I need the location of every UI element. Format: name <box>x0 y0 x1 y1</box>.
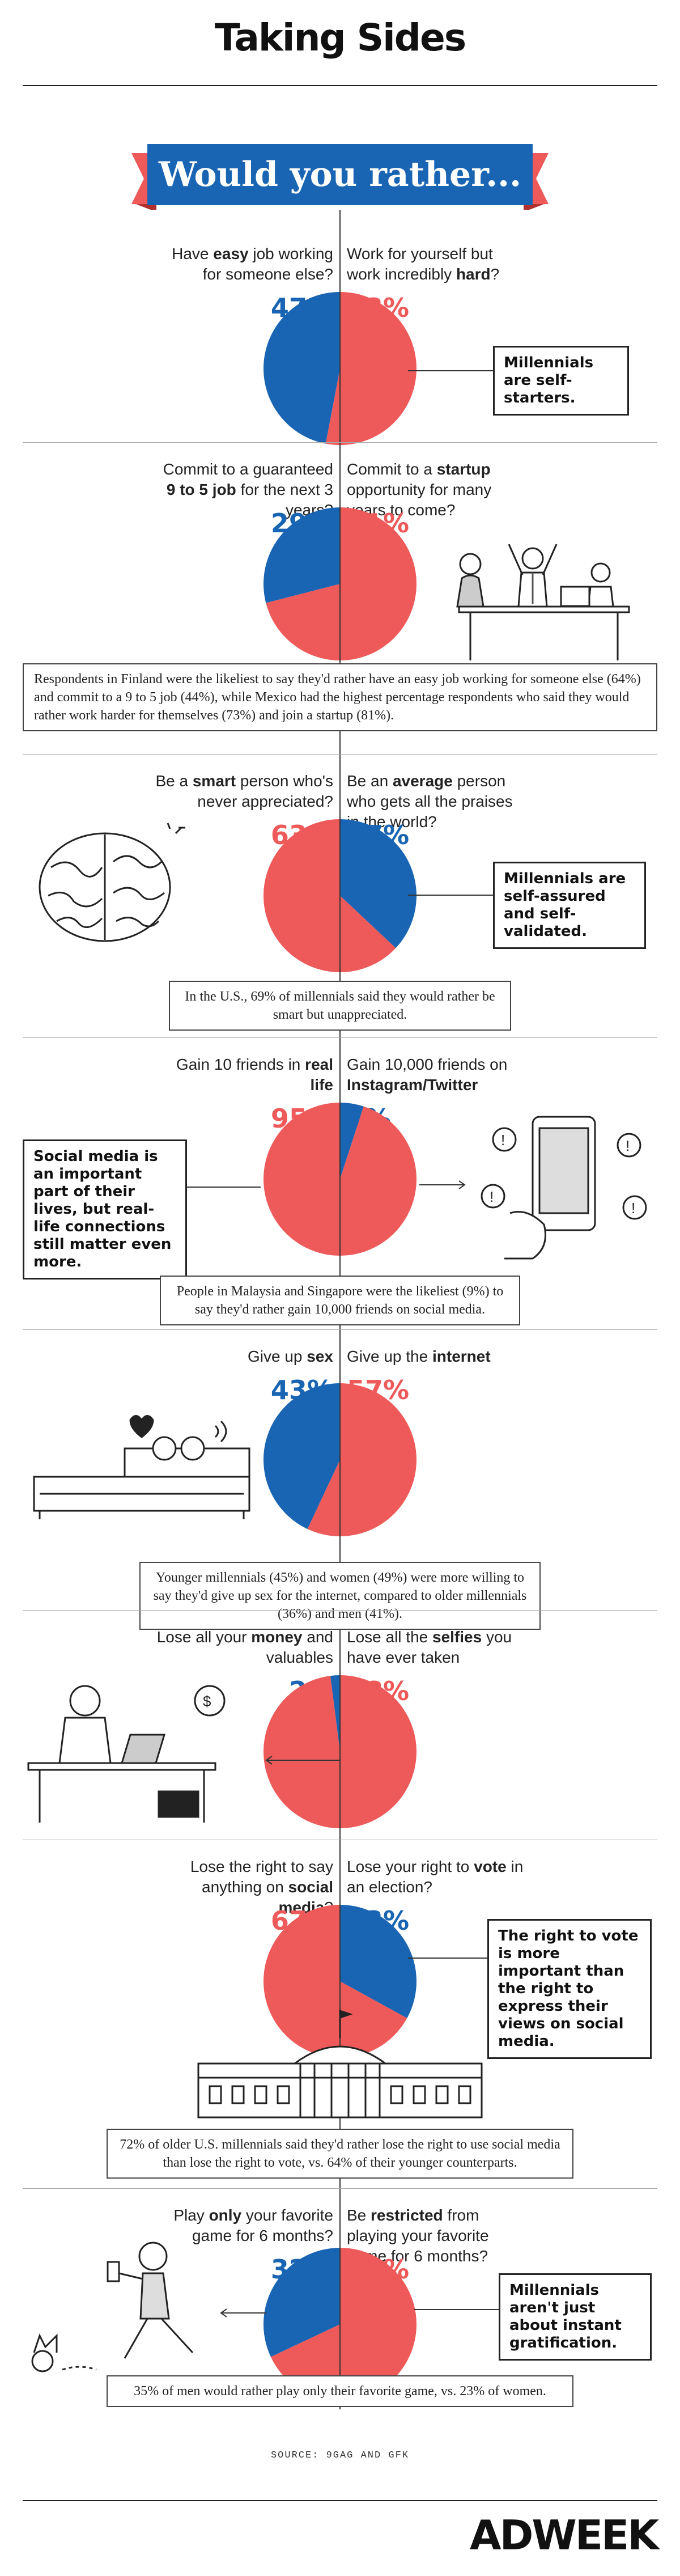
callout-connector <box>408 895 493 896</box>
svg-text:$: $ <box>203 1693 211 1710</box>
question-section: Lose all your money and valuables Lose a… <box>0 1627 680 1837</box>
callout-box: Social media is an important part of the… <box>23 1139 187 1279</box>
pie-slice-left <box>264 507 340 603</box>
section-divider <box>23 1610 657 1611</box>
left-option: Gain 10 friends in real life <box>176 1056 333 1094</box>
pie-chart <box>264 2239 416 2409</box>
pie-chart <box>264 811 416 981</box>
svg-text:!: ! <box>501 1132 505 1149</box>
pie-chart <box>264 1094 416 1264</box>
pie-slice-left <box>264 2248 340 2357</box>
stat-note: 35% of men would rather play only their … <box>107 2375 573 2407</box>
right-option: Gain 10,000 friends on Instagram/Twitter <box>347 1056 508 1094</box>
office-workers-illustration <box>456 544 630 660</box>
right-option: Lose all the selfies you have ever taken <box>347 1628 512 1666</box>
pie-slice-left <box>264 819 396 972</box>
bottom-rule <box>23 2500 657 2501</box>
question-section: Gain 10 friends in real life Gain 10,000… <box>0 1054 680 1325</box>
stat-note: People in Malaysia and Singapore were th… <box>160 1276 520 1325</box>
pie-slice-right <box>340 819 416 948</box>
section-divider <box>23 1037 657 1038</box>
callout-box: The right to vote is more important than… <box>487 1919 652 2059</box>
pie-chart <box>263 1375 416 1545</box>
pie-chart <box>264 283 417 454</box>
pie-slice-right <box>340 1103 364 1179</box>
top-rule <box>23 85 657 86</box>
banner-ribbon <box>131 144 549 210</box>
stat-note: Respondents in Finland were the likelies… <box>23 663 657 731</box>
pie-slice-left <box>264 292 340 444</box>
left-option: Have easy job working for someone else? <box>172 245 333 283</box>
question-section: Give up sex Give up the internet 43% 57%… <box>0 1346 680 1630</box>
question-section: Play only your favorite game for 6 month… <box>0 2205 680 2409</box>
left-option: Be a smart person who's never appreciate… <box>155 772 333 810</box>
adweek-logo: ADWEEK <box>469 2511 659 2559</box>
callout-connector <box>414 2309 499 2310</box>
question-section: Commit to a guaranteed 9 to 5 job for th… <box>0 459 680 743</box>
left-option: Lose the right to say anything on social… <box>190 1858 333 1916</box>
question-section: Lose the right to say anything on social… <box>0 1857 680 2180</box>
svg-text:!: ! <box>631 1200 635 1217</box>
white-house-illustration <box>197 2009 483 2119</box>
pie-slice-right <box>325 292 417 445</box>
callout-connector <box>408 1958 487 1959</box>
right-option: Work for yourself but work incredibly ha… <box>347 245 500 283</box>
left-option: Play only your favorite game for 6 month… <box>173 2206 333 2244</box>
svg-text:!: ! <box>626 1137 630 1154</box>
svg-text:!: ! <box>490 1188 494 1205</box>
brain-illustration <box>39 823 185 942</box>
banner-title: Would you rather... <box>159 155 521 194</box>
callout-box: Millennials are self-starters. <box>493 346 629 416</box>
section-divider <box>23 2188 657 2189</box>
pie-slice-right <box>307 1383 416 1536</box>
stressed-worker-illustration: $ <box>27 1685 226 1823</box>
right-option: Be restricted from playing your favorite… <box>347 2206 489 2265</box>
left-option: Lose all your money and valuables <box>156 1628 333 1666</box>
pie-slice-right <box>270 2248 416 2401</box>
right-option: Give up the internet <box>347 1348 491 1365</box>
callout-box: Millennials are self-assured and self-va… <box>493 862 646 949</box>
section-divider <box>23 442 657 443</box>
pie-chart <box>264 1667 416 1837</box>
running-gamer-illustration <box>31 2242 194 2372</box>
couple-in-bed-illustration <box>33 1415 250 1519</box>
question-section: Be a smart person who's never appreciate… <box>0 771 680 1031</box>
smartphone-notifications-illustration: ! ! ! ! <box>481 1116 647 1260</box>
stat-note: 72% of older U.S. millennials said they'… <box>107 2129 573 2179</box>
pie-slice-right <box>340 1905 416 2019</box>
pie-slice-right <box>266 507 416 660</box>
stat-note: In the U.S., 69% of millennials said the… <box>169 981 511 1031</box>
page-title: Taking Sides <box>214 16 466 60</box>
pie-slice-left <box>330 1675 340 1752</box>
question-section: Have easy job working for someone else? … <box>0 244 680 454</box>
pie-chart <box>264 499 416 669</box>
section-divider <box>23 1329 657 1330</box>
source-credit: SOURCE: 9GAG AND GFK <box>270 2450 410 2461</box>
arrow-left-icon <box>220 2308 266 2317</box>
left-option: Give up sex <box>248 1348 333 1365</box>
pie-slice-left <box>263 1383 340 1530</box>
stat-note: Younger millennials (45%) and women (49%… <box>139 1562 541 1630</box>
callout-connector <box>187 1187 261 1188</box>
section-divider <box>23 754 657 755</box>
arrow-right-icon <box>419 1180 466 1189</box>
callout-box: Millennials aren't just about instant gr… <box>499 2273 652 2361</box>
right-option: Lose your right to vote in an election? <box>347 1858 524 1896</box>
arrow-left-icon <box>265 1756 340 1765</box>
pie-slice-left <box>263 1905 407 2058</box>
callout-connector <box>408 370 493 371</box>
